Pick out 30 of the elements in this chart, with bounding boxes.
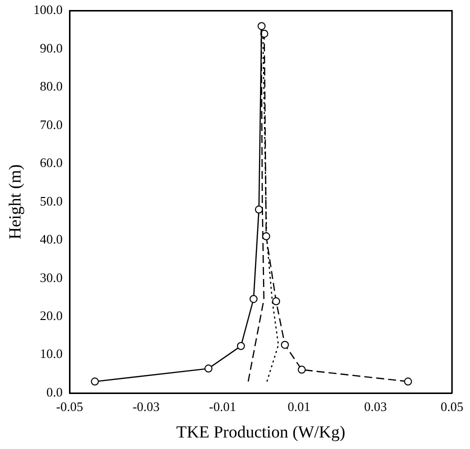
y-tick-label: 50.0 [40,193,63,208]
x-tick-label: -0.01 [209,399,236,414]
y-tick-label: 90.0 [40,40,63,56]
y-tick-label: 70.0 [40,116,63,132]
point [404,378,412,386]
point [272,297,280,306]
y-tick-label: 80.0 [40,78,63,94]
x-axis-title: TKE Production (W/Kg) [176,422,346,442]
point [204,364,212,373]
y-tick-label: 40.0 [40,232,63,247]
y-tick-label: 10.0 [40,346,63,362]
x-tick-label: 0.05 [440,399,464,414]
x-tick-label: -0.05 [56,399,84,414]
x-tick-label: 0.03 [364,399,387,414]
y-tick-label: 30.0 [40,270,63,285]
point [280,340,289,349]
y-tick-label: 20.0 [40,308,63,323]
y-tick-label: 60.0 [40,155,63,170]
point [258,22,266,30]
x-tick-label: -0.03 [132,399,160,414]
y-tick-label: 0.0 [46,384,63,400]
point [298,366,306,374]
y-tick-label: 100.0 [33,2,63,18]
point [254,206,263,214]
point [236,342,245,350]
y-axis-title: Height (m) [6,164,25,240]
point [262,232,270,240]
point [250,294,258,303]
x-tick-label: 0.01 [288,399,310,414]
point [90,378,99,386]
